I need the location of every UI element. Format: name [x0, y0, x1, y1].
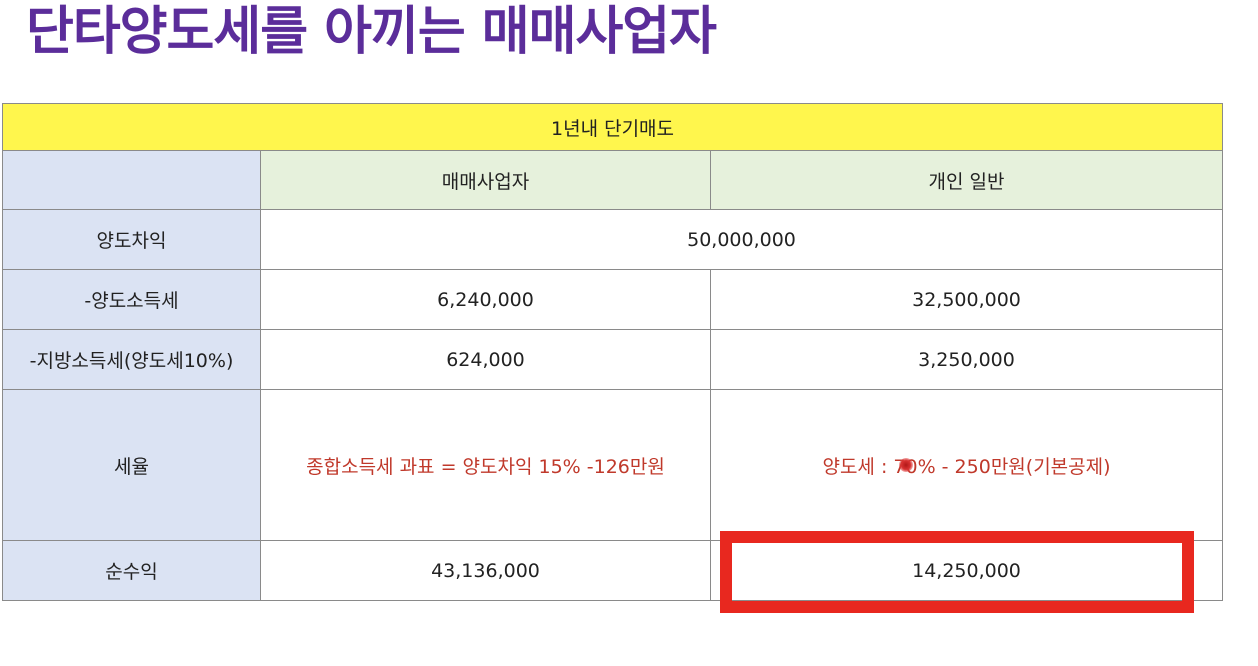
local-tax-business: 624,000 — [260, 329, 711, 390]
page-title: 단타양도세를 아끼는 매매사업자 — [26, 2, 717, 62]
income-tax-business: 6,240,000 — [260, 269, 711, 330]
comparison-table: 1년내 단기매도 매매사업자 개인 일반 양도차익 50,000,000 -양도… — [1, 103, 1224, 601]
corner-cell — [2, 150, 261, 210]
column-header-row: 매매사업자 개인 일반 — [2, 150, 1224, 210]
table-row: 양도차익 50,000,000 — [2, 209, 1224, 270]
net-individual: 14,250,000 — [709, 540, 1224, 601]
row-label-net: 순수익 — [2, 540, 261, 601]
rate-business: 종합소득세 과표 = 양도차익 15% -126만원 — [260, 389, 711, 541]
table-row: -지방소득세(양도세10%) 624,000 3,250,000 — [2, 329, 1224, 390]
row-label-rate: 세율 — [2, 389, 261, 541]
table-row: -양도소득세 6,240,000 32,500,000 — [2, 269, 1224, 330]
net-business: 43,136,000 — [260, 540, 711, 601]
table-row: 순수익 43,136,000 14,250,000 — [2, 540, 1224, 601]
rate-individual: 양도세 : 70% - 250만원(기본공제) — [709, 389, 1224, 541]
row-label-local-tax: -지방소득세(양도세10%) — [2, 329, 261, 390]
row-label-income-tax: -양도소득세 — [2, 269, 261, 330]
gain-value: 50,000,000 — [259, 209, 1224, 270]
local-tax-individual: 3,250,000 — [709, 329, 1224, 390]
row-label-gain: 양도차익 — [2, 209, 261, 270]
income-tax-individual: 32,500,000 — [709, 269, 1224, 330]
table-row: 세율 종합소득세 과표 = 양도차익 15% -126만원 양도세 : 70% … — [2, 389, 1224, 541]
table-header: 1년내 단기매도 — [1, 103, 1224, 151]
col-header-business: 매매사업자 — [260, 150, 711, 210]
table-header-row: 1년내 단기매도 — [1, 103, 1224, 151]
col-header-individual: 개인 일반 — [709, 150, 1224, 210]
